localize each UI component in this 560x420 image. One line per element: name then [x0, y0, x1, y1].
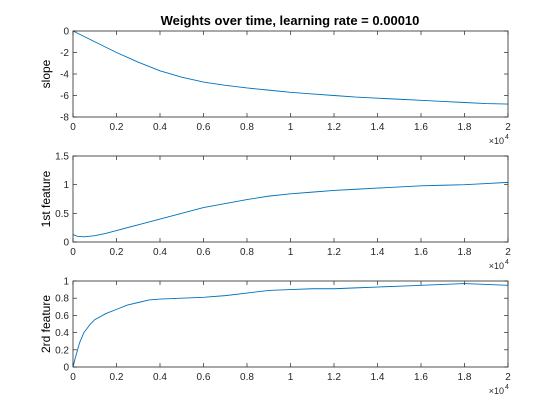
y-tick-label: 1 [63, 277, 69, 288]
y-tick-label: 0.8 [55, 294, 69, 305]
x-tick-label: 2 [505, 122, 511, 133]
x-tick-label: 1.2 [327, 372, 341, 383]
x-tick-label: 0.6 [197, 247, 211, 258]
x-exponent-base: ×10 [489, 386, 504, 396]
x-tick-label: 1.2 [327, 122, 341, 133]
y-axis-label: slope [39, 59, 53, 88]
x-tick-label: 1.8 [458, 122, 472, 133]
y-axis-label: 2rd feature [39, 295, 53, 353]
y-tick-label: 0 [63, 27, 69, 38]
subplot-1: 0 0.2 0.4 0.6 0.8 1 1.2 1.4 1.6 1.8 2 -8 -6 -4 -2 0 ×10 4… [39, 27, 511, 147]
y-tick-label: 0.6 [55, 311, 69, 322]
x-tick-label: 0.2 [110, 372, 124, 383]
x-tick-label: 0.6 [197, 122, 211, 133]
x-tick-label: 1.4 [371, 372, 385, 383]
y-tick-label: 0.5 [55, 209, 69, 220]
x-exponent-power: 4 [505, 134, 509, 141]
x-tick-label: 0.2 [110, 122, 124, 133]
plot-area [73, 281, 508, 367]
x-tick-label: 1.8 [458, 247, 472, 258]
x-tick-label: 1.2 [327, 247, 341, 258]
plots: 0 0.2 0.4 0.6 0.8 1 1.2 1.4 1.6 1.8 2-8-6-4-20×10 4… [39, 27, 511, 397]
x-tick-label: 0 [70, 122, 76, 133]
x-tick-label: 2 [505, 372, 511, 383]
x-exponent-base: ×10 [489, 136, 504, 146]
y-tick-label: 0 [63, 238, 69, 249]
x-tick-label: 0.8 [240, 372, 254, 383]
y-tick-label: 1.5 [55, 152, 69, 163]
y-tick-label: 0.4 [55, 328, 69, 339]
x-tick-label: 1.8 [458, 372, 472, 383]
x-tick-label: 0.8 [240, 247, 254, 258]
x-tick-label: 0.6 [197, 372, 211, 383]
y-tick-label: 0.2 [55, 345, 69, 356]
y-tick-label: 1 [63, 180, 69, 191]
series-line-2-1 [72, 181, 509, 238]
x-tick-label: 1.4 [371, 122, 385, 133]
x-tick-label: 1.4 [371, 247, 385, 258]
plot-area [73, 156, 508, 242]
x-tick-label: 1 [288, 372, 294, 383]
x-tick-label: 0.4 [153, 247, 167, 258]
subplot-3: 0 0.2 0.4 0.6 0.8 1 1.2 1.4 1.6 1.8 2 0 0.2 0.4 0.6 0.8… [39, 277, 511, 397]
x-tick-label: 0 [70, 372, 76, 383]
x-tick-label: 2 [505, 247, 511, 258]
subplot-2: 0 0.2 0.4 0.6 0.8 1 1.2 1.4 1.6 1.8 2 0 0.5 1 1.5 ×10 4 1… [39, 152, 511, 272]
y-tick-label: -6 [60, 91, 69, 102]
plot-area [73, 31, 508, 117]
x-tick-label: 1.6 [414, 372, 428, 383]
figure-title: Weights over time, learning rate = 0.000… [161, 13, 420, 28]
y-tick-label: -4 [60, 70, 69, 81]
x-exponent-base: ×10 [489, 261, 504, 271]
x-tick-label: 0.2 [110, 247, 124, 258]
y-tick-label: -2 [60, 48, 69, 59]
x-tick-label: 1.6 [414, 247, 428, 258]
x-tick-label: 0.4 [153, 122, 167, 133]
y-tick-label: 0 [63, 363, 69, 374]
x-tick-label: 1 [288, 247, 294, 258]
y-tick-label: -8 [60, 113, 69, 124]
x-exponent-power: 4 [505, 259, 509, 266]
x-tick-label: 0.8 [240, 122, 254, 133]
x-tick-label: 0 [70, 247, 76, 258]
x-tick-label: 0.4 [153, 372, 167, 383]
series-line-1-1 [72, 30, 509, 105]
x-tick-label: 1 [288, 122, 294, 133]
series-line-3-1 [72, 283, 509, 368]
x-tick-label: 1.6 [414, 122, 428, 133]
x-exponent-power: 4 [505, 384, 509, 391]
y-axis-label: 1st feature [39, 170, 53, 227]
